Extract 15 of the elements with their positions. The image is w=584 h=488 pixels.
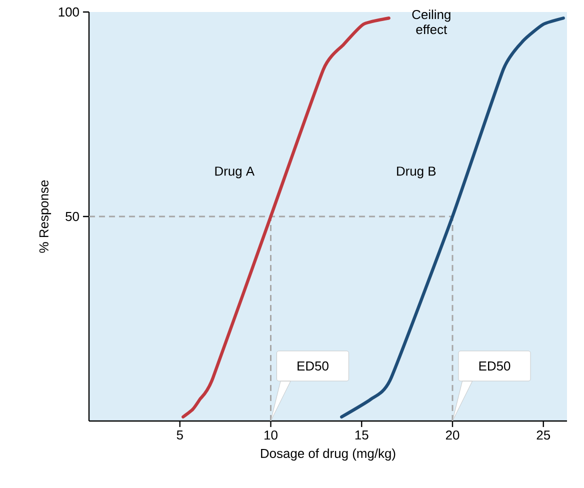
y-tick-label: 50 [66, 212, 79, 222]
x-tick-label: 20 [446, 430, 460, 440]
line-series [182, 16, 390, 418]
x-tick-label: 15 [355, 430, 368, 440]
annotation: ED50 [298, 361, 328, 371]
text: Drug B [397, 166, 436, 178]
text: Drug A [215, 166, 255, 178]
annotation: ED50 [479, 361, 510, 371]
x-axis-title: Dosage of drug (mg/kg) [261, 448, 396, 461]
x-tick-label: 5 [176, 430, 183, 440]
x-tick-label: 10 [264, 430, 278, 440]
annotation: Ceiling effect [412, 10, 450, 34]
y-axis-title: % Response [39, 180, 52, 253]
x-tick-label: 25 [536, 430, 550, 440]
y-tick-label: 100 [58, 7, 79, 17]
